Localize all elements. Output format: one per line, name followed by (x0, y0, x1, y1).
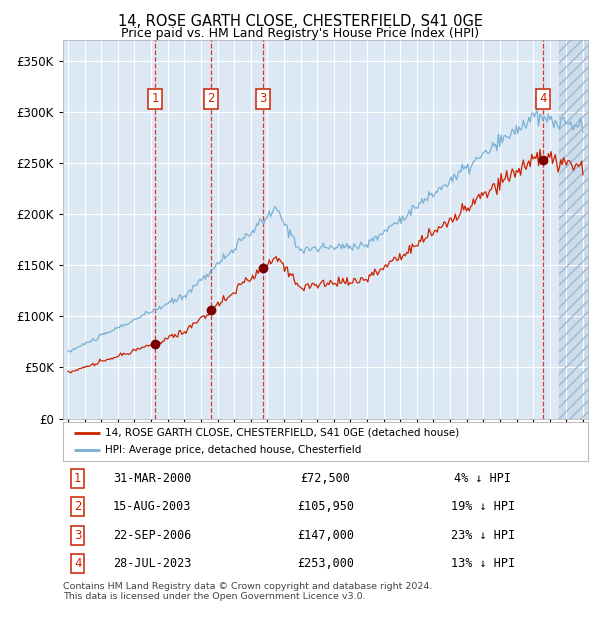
Text: 4: 4 (539, 92, 547, 105)
Text: 2: 2 (74, 500, 82, 513)
Text: 14, ROSE GARTH CLOSE, CHESTERFIELD, S41 0GE (detached house): 14, ROSE GARTH CLOSE, CHESTERFIELD, S41 … (105, 428, 459, 438)
Text: 4% ↓ HPI: 4% ↓ HPI (455, 472, 511, 485)
Bar (559, 40, 600, 419)
Text: 23% ↓ HPI: 23% ↓ HPI (451, 529, 515, 542)
Text: 19% ↓ HPI: 19% ↓ HPI (451, 500, 515, 513)
Text: HPI: Average price, detached house, Chesterfield: HPI: Average price, detached house, Ches… (105, 445, 361, 455)
Text: 2: 2 (208, 92, 215, 105)
Text: £72,500: £72,500 (301, 472, 350, 485)
Text: 13% ↓ HPI: 13% ↓ HPI (451, 557, 515, 570)
Text: 1: 1 (74, 472, 82, 485)
Text: £105,950: £105,950 (297, 500, 354, 513)
Text: 4: 4 (74, 557, 82, 570)
Text: 3: 3 (74, 529, 82, 542)
Text: 22-SEP-2006: 22-SEP-2006 (113, 529, 191, 542)
Text: £253,000: £253,000 (297, 557, 354, 570)
Bar (559, 40, 600, 419)
Text: Contains HM Land Registry data © Crown copyright and database right 2024.
This d: Contains HM Land Registry data © Crown c… (63, 582, 433, 601)
Text: £147,000: £147,000 (297, 529, 354, 542)
Text: Price paid vs. HM Land Registry's House Price Index (HPI): Price paid vs. HM Land Registry's House … (121, 27, 479, 40)
Text: 15-AUG-2003: 15-AUG-2003 (113, 500, 191, 513)
Text: 14, ROSE GARTH CLOSE, CHESTERFIELD, S41 0GE: 14, ROSE GARTH CLOSE, CHESTERFIELD, S41 … (118, 14, 482, 29)
Text: 1: 1 (151, 92, 159, 105)
Text: 31-MAR-2000: 31-MAR-2000 (113, 472, 191, 485)
Text: 28-JUL-2023: 28-JUL-2023 (113, 557, 191, 570)
Text: 3: 3 (259, 92, 266, 105)
